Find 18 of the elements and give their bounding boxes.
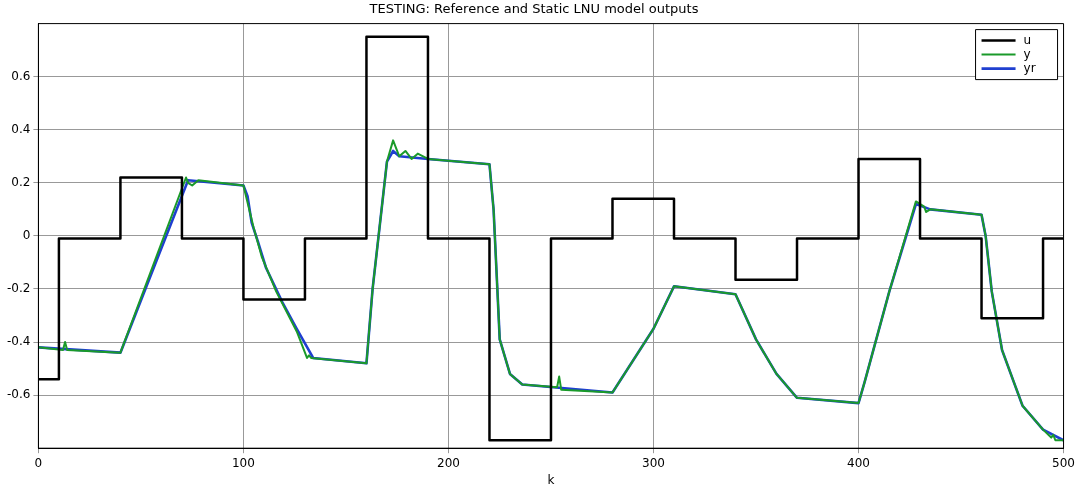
x-tick-label: 100	[231, 455, 255, 470]
y-tick-label: -0.6	[6, 387, 31, 402]
y-tick-label: 0	[22, 228, 31, 243]
x-tick-label: 500	[1052, 455, 1075, 470]
x-tick-label: 400	[847, 455, 870, 470]
y-tick-label: 0.2	[11, 174, 31, 189]
x-tick-label: 200	[437, 455, 460, 470]
legend-label: y	[1023, 46, 1031, 61]
legend-label: u	[1023, 32, 1032, 47]
x-tick-label: 300	[642, 455, 665, 470]
y-tick-label: -0.2	[6, 281, 31, 296]
y-tick-label: -0.4	[6, 334, 31, 349]
y-tick-label: 0.4	[11, 121, 31, 136]
legend-label: yr	[1023, 60, 1036, 75]
x-axis-title: k	[547, 472, 555, 487]
x-tick-label: 0	[34, 455, 43, 470]
y-tick-label: 0.6	[11, 68, 31, 83]
chart-title: TESTING: Reference and Static LNU model outputs	[368, 1, 699, 17]
